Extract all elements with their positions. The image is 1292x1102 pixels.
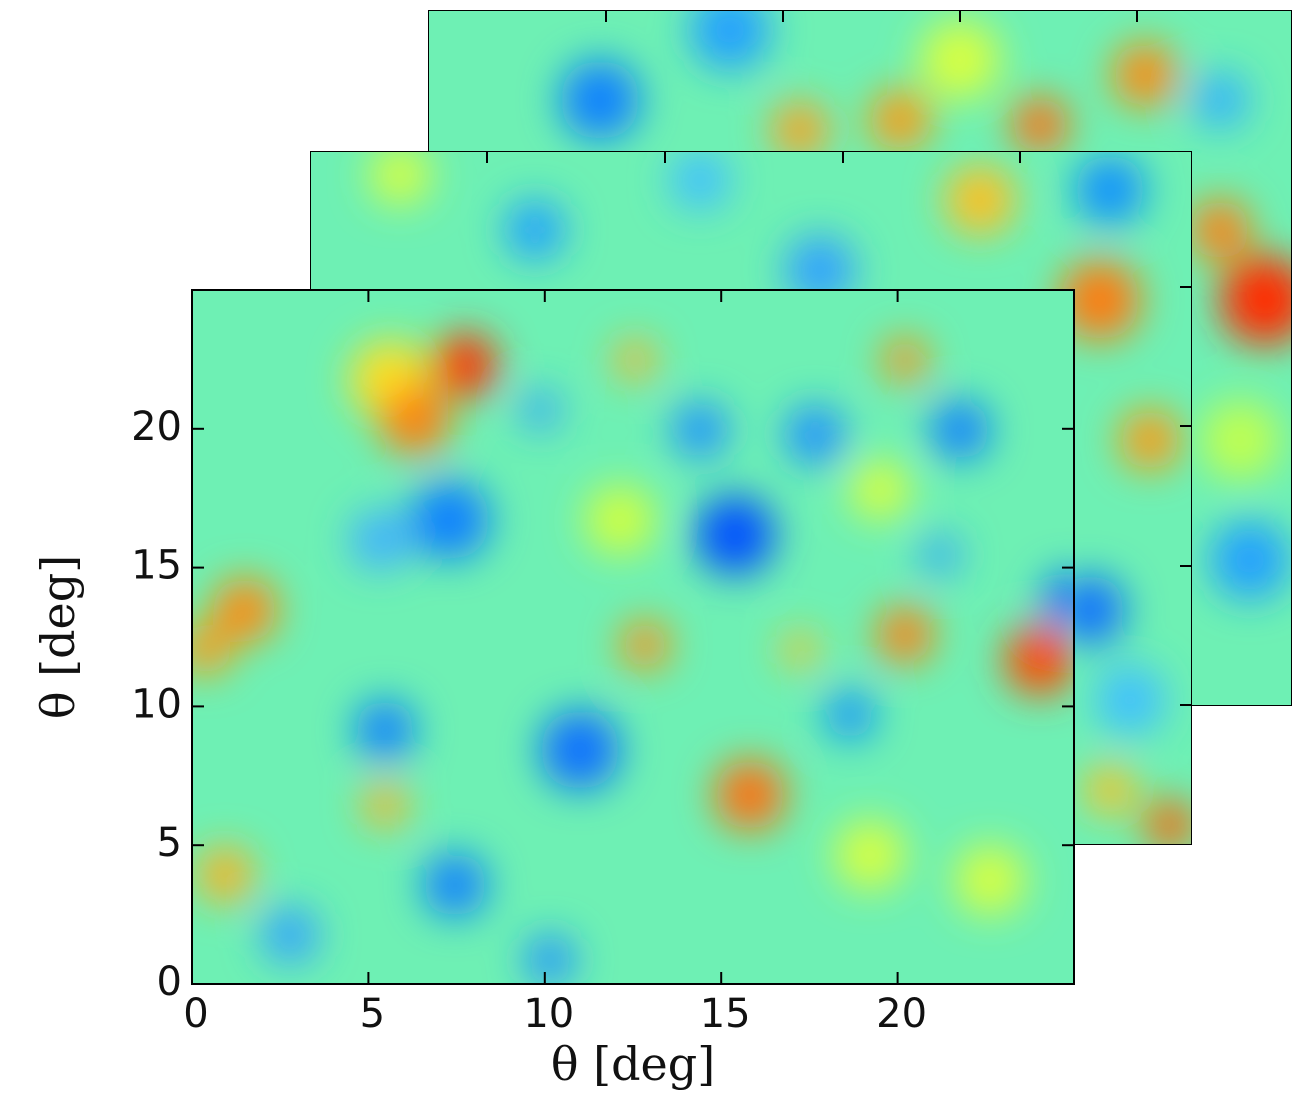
x-tick-label: 5 <box>360 991 385 1037</box>
y-tick-label: 20 <box>131 404 182 450</box>
x-tick-label: 0 <box>183 991 208 1037</box>
front-panel <box>192 290 1074 984</box>
y-tick-label: 15 <box>131 543 182 589</box>
y-tick-label: 10 <box>131 681 182 727</box>
axes-frame <box>191 289 1075 985</box>
x-axis-label: θ [deg] <box>551 1037 715 1091</box>
x-tick-label: 20 <box>876 991 927 1037</box>
x-tick-label: 10 <box>523 991 574 1037</box>
y-tick-label: 0 <box>157 959 182 1005</box>
heatmap-field <box>192 333 1074 984</box>
x-tick-label: 15 <box>700 991 751 1037</box>
ticks: 0 5 10 15 20 0 5 10 15 20 <box>131 290 1074 1037</box>
y-axis-label: θ [deg] <box>31 555 85 719</box>
y-tick-label: 5 <box>157 820 182 866</box>
